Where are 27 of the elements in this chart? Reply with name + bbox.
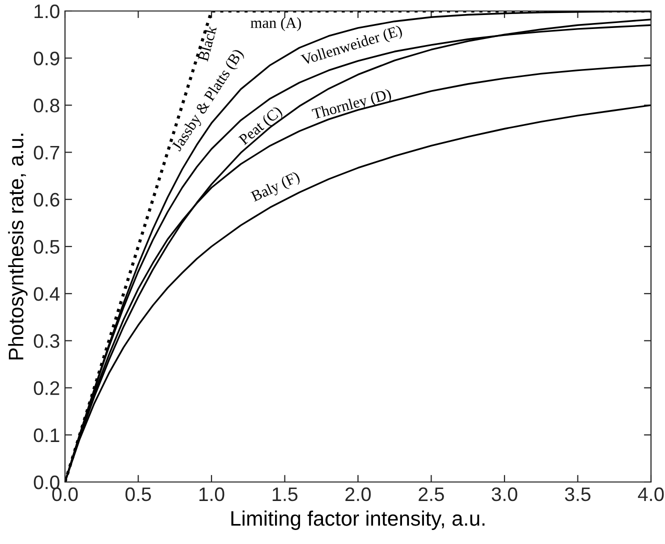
x-tick-label: 2.0: [345, 487, 371, 502]
x-tick-label: 4.0: [638, 487, 664, 502]
y-tick-label: 0.4: [34, 287, 60, 301]
y-tick-label: 0.5: [34, 240, 60, 254]
y-tick-label: 0.2: [34, 381, 60, 396]
y-tick-label: 1.0: [34, 4, 60, 18]
y-tick-label: 0.1: [34, 428, 60, 442]
x-axis-title: Limiting factor intensity, a.u.: [231, 510, 484, 530]
y-axis-title: Photosynthesis rate, a.u.: [8, 134, 28, 360]
annotation: Black: [197, 24, 217, 62]
x-tick-label: 2.5: [418, 487, 444, 502]
y-tick-label: 0.0: [34, 475, 60, 490]
y-tick-label: 0.9: [34, 52, 60, 66]
annotation: Peat (C): [238, 105, 285, 148]
y-tick-label: 0.6: [34, 192, 60, 207]
annotation: Baly (F): [250, 170, 302, 205]
x-tick-label: 0.5: [125, 487, 151, 502]
annotation: man (A): [250, 17, 301, 32]
x-tick-label: 1.5: [272, 488, 298, 502]
y-tick-label: 0.7: [34, 146, 60, 160]
y-tick-label: 0.8: [34, 98, 60, 112]
y-tick-label: 0.3: [34, 334, 60, 348]
x-tick-label: 0.0: [52, 487, 78, 502]
x-tick-label: 3.5: [564, 487, 590, 502]
x-tick-label: 1.0: [199, 487, 224, 502]
x-tick-label: 3.0: [492, 487, 518, 502]
annotation: Thornley (D): [311, 88, 392, 122]
